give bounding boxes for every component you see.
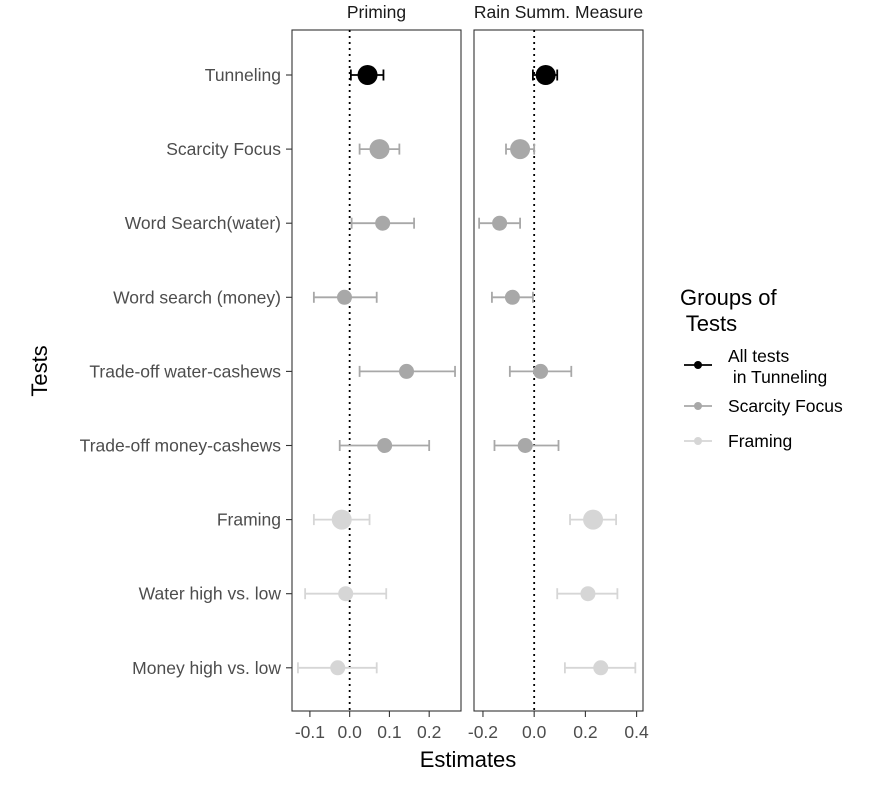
estimate-point (510, 139, 530, 159)
estimate-point (399, 364, 414, 379)
y-tick-label-framing: Framing (217, 510, 281, 530)
legend-item-scarcity-focus: Scarcity Focus (684, 396, 843, 416)
estimate-point (338, 586, 353, 601)
estimate-framing (314, 510, 370, 530)
estimate-point (375, 216, 390, 231)
legend-key-point (694, 402, 702, 410)
panel-strip-title: Rain Summ. Measure (474, 2, 643, 22)
y-tick-label-scarcity-focus: Scarcity Focus (166, 139, 281, 159)
x-tick-label: 0.0 (522, 722, 547, 742)
panels-layer: Priming -0.1 0.0 0.1 0.2 Rain Summ. Measure -0… (292, 2, 649, 742)
y-axis-title: Tests (27, 345, 52, 396)
y-tick-label-tunneling: Tunneling (205, 65, 281, 85)
x-tick-label: 0.1 (377, 722, 401, 742)
legend-item-framing: Framing (684, 431, 792, 451)
estimate-point (505, 290, 520, 305)
estimate-scarcity-focus (360, 139, 400, 159)
x-tick-label: -0.2 (468, 722, 498, 742)
legend-title-line1: Groups of (680, 285, 777, 310)
estimate-point (536, 65, 556, 85)
legend: Groups of Tests All tests in Tunneling Sc… (680, 285, 843, 451)
legend-keys: All tests in Tunneling Scarcity Focus Fram… (684, 346, 843, 451)
estimate-point (377, 438, 392, 453)
estimate-point (533, 364, 548, 379)
legend-item-all-tests: All tests in Tunneling (684, 346, 827, 387)
legend-key-point (694, 361, 702, 369)
estimate-point (337, 290, 352, 305)
estimate-trade-off-water-cashews (510, 364, 571, 379)
x-tick-label: 0.2 (417, 722, 441, 742)
legend-key-point (694, 437, 702, 445)
x-tick-label: 0.4 (624, 722, 649, 742)
estimate-point (580, 586, 595, 601)
estimate-point (332, 510, 352, 530)
y-tick-label-money-high-vs-low: Money high vs. low (132, 658, 281, 678)
y-axis: Tunneling Scarcity Focus Word Search(water… (80, 65, 292, 678)
estimate-point (593, 660, 608, 675)
y-tick-label-water-high-vs-low: Water high vs. low (139, 584, 282, 604)
estimate-point (330, 660, 345, 675)
estimate-point (358, 65, 378, 85)
x-axis-title: Estimates (420, 747, 517, 772)
estimate-money-high-vs-low (565, 660, 635, 675)
x-tick-label: 0.0 (337, 722, 362, 742)
legend-label: All tests in Tunneling (728, 346, 827, 387)
y-tick-label-word-search-water: Word Search(water) (125, 213, 281, 233)
estimate-trade-off-money-cashews (494, 438, 558, 453)
estimate-water-high-vs-low (305, 586, 386, 601)
estimate-tunneling (351, 65, 384, 85)
estimate-framing (570, 510, 616, 530)
estimate-scarcity-focus (506, 139, 534, 159)
estimate-word-search-money (314, 290, 377, 305)
estimate-tunneling (533, 65, 557, 85)
panel-strip-title: Priming (347, 2, 406, 22)
panel-rain-summ-measure: Rain Summ. Measure -0.2 0.0 0.2 0.4 (468, 2, 649, 742)
estimate-water-high-vs-low (557, 586, 617, 601)
estimate-trade-off-money-cashews (340, 438, 429, 453)
y-tick-label-trade-off-money-cashews: Trade-off money-cashews (80, 436, 282, 456)
estimate-point (369, 139, 389, 159)
panel-priming: Priming -0.1 0.0 0.1 0.2 (292, 2, 461, 742)
estimate-point (518, 438, 533, 453)
x-tick-label: 0.2 (573, 722, 597, 742)
y-tick-label-word-search-money: Word search (money) (113, 287, 281, 307)
estimate-word-search-water (352, 216, 414, 231)
legend-label: Framing (728, 431, 792, 451)
estimate-word-search-money (492, 290, 533, 305)
legend-title-line2: Tests (680, 311, 737, 336)
y-tick-label-trade-off-water-cashews: Trade-off water-cashews (89, 361, 281, 381)
estimate-point (492, 216, 507, 231)
legend-title: Groups of Tests (680, 285, 783, 336)
estimate-point (583, 510, 603, 530)
estimate-money-high-vs-low (298, 660, 377, 675)
estimate-trade-off-water-cashews (360, 364, 455, 379)
legend-label: Scarcity Focus (728, 396, 843, 416)
x-tick-label: -0.1 (295, 722, 325, 742)
estimate-word-search-water (479, 216, 520, 231)
